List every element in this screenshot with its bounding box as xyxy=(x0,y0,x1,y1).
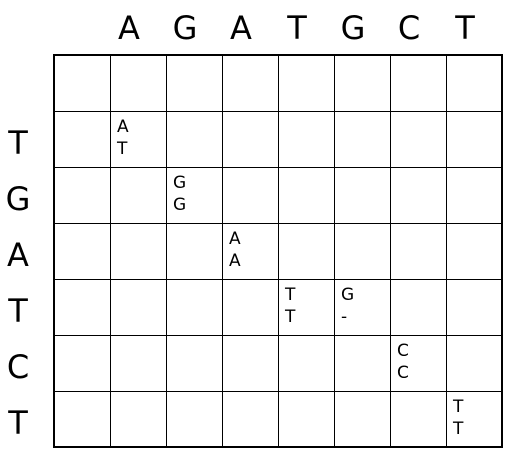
row-header: T xyxy=(8,292,28,330)
matrix-cell xyxy=(167,336,223,392)
pair-bottom: - xyxy=(341,307,348,327)
matrix-cell xyxy=(391,56,447,112)
matrix-cell xyxy=(447,168,503,224)
matrix-cell xyxy=(223,168,279,224)
matrix-cell xyxy=(391,168,447,224)
matrix-cell xyxy=(55,336,111,392)
pair-top: C xyxy=(397,341,409,361)
matrix-cell xyxy=(223,56,279,112)
matrix-cell xyxy=(391,392,447,448)
matrix-cell xyxy=(167,224,223,280)
pair-bottom: T xyxy=(117,139,128,159)
column-header: T xyxy=(287,9,307,47)
row-header: C xyxy=(6,348,30,386)
matrix-cell xyxy=(223,392,279,448)
column-header: C xyxy=(397,9,421,47)
matrix-cell xyxy=(279,56,335,112)
matrix-cell xyxy=(167,112,223,168)
matrix-cell xyxy=(335,168,391,224)
matrix-cell: G- xyxy=(335,280,391,336)
pair-bottom: T xyxy=(453,419,464,439)
matrix-cell xyxy=(55,392,111,448)
pair-top: A xyxy=(229,229,241,249)
column-header: T xyxy=(455,9,475,47)
matrix-cell xyxy=(55,56,111,112)
pair-top: T xyxy=(453,397,464,417)
matrix-cell xyxy=(447,112,503,168)
matrix-cell xyxy=(335,112,391,168)
pair-bottom: T xyxy=(285,307,296,327)
matrix-cell xyxy=(55,168,111,224)
matrix-cell xyxy=(111,280,167,336)
matrix-cell xyxy=(167,280,223,336)
matrix-cell xyxy=(391,280,447,336)
matrix-cell xyxy=(447,280,503,336)
pair-bottom: C xyxy=(397,363,409,383)
matrix-cell xyxy=(167,56,223,112)
matrix-cell xyxy=(279,168,335,224)
alignment-pair: G- xyxy=(341,284,354,328)
matrix-cell xyxy=(111,168,167,224)
matrix-cell xyxy=(279,336,335,392)
matrix-cell xyxy=(335,56,391,112)
matrix-cell xyxy=(279,112,335,168)
matrix-cell xyxy=(55,112,111,168)
matrix-cell xyxy=(335,392,391,448)
pair-bottom: G xyxy=(173,195,187,215)
column-header: G xyxy=(340,9,366,47)
row-header: T xyxy=(8,124,28,162)
row-header: T xyxy=(8,404,28,442)
matrix-cell xyxy=(111,224,167,280)
matrix-cell xyxy=(223,112,279,168)
pair-top: G xyxy=(173,173,187,193)
matrix-cell xyxy=(447,336,503,392)
matrix-cell xyxy=(223,336,279,392)
matrix-cell xyxy=(111,392,167,448)
matrix-cell xyxy=(111,56,167,112)
matrix-cell xyxy=(55,224,111,280)
matrix-cell xyxy=(167,392,223,448)
matrix-cell xyxy=(335,224,391,280)
row-header: G xyxy=(5,180,31,218)
matrix-cell xyxy=(279,224,335,280)
matrix-cell xyxy=(447,224,503,280)
matrix-cell xyxy=(335,336,391,392)
pair-bottom: A xyxy=(229,251,241,271)
matrix-cell xyxy=(111,336,167,392)
matrix-cell xyxy=(279,392,335,448)
row-header: A xyxy=(7,236,29,274)
matrix-cell xyxy=(223,280,279,336)
pair-top: G xyxy=(341,285,355,305)
column-header: A xyxy=(230,9,252,47)
matrix-cell xyxy=(447,56,503,112)
column-header: A xyxy=(118,9,140,47)
pair-top: T xyxy=(285,285,296,305)
matrix-cell xyxy=(55,280,111,336)
pair-top: A xyxy=(117,117,129,137)
column-header: G xyxy=(172,9,198,47)
matrix-cell xyxy=(391,112,447,168)
matrix-cell xyxy=(391,224,447,280)
